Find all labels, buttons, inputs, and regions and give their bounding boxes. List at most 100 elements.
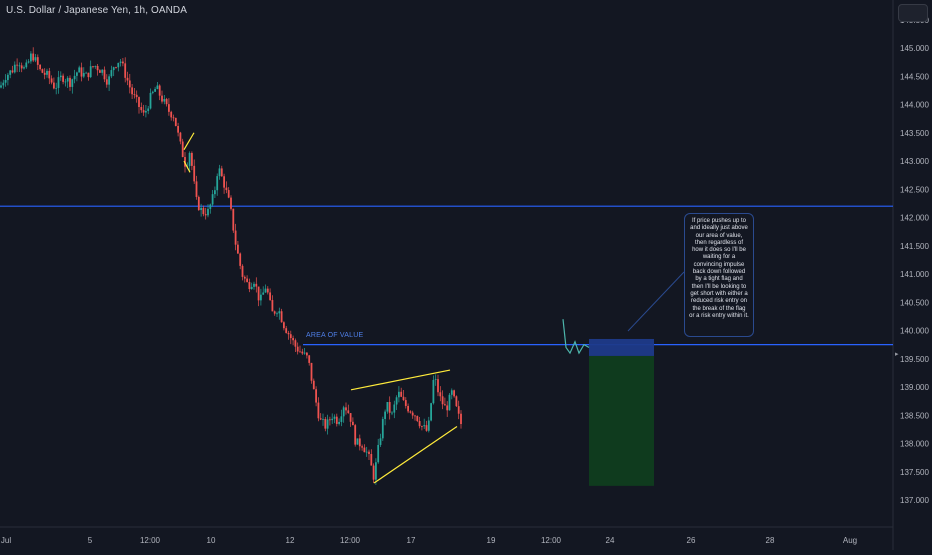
candle-body bbox=[23, 67, 25, 69]
y-tick-label: 143.500 bbox=[900, 129, 929, 138]
candle-body bbox=[216, 176, 219, 191]
candle-body bbox=[416, 415, 419, 421]
candle-body bbox=[441, 396, 444, 405]
candle-body bbox=[0, 85, 2, 88]
candle-body bbox=[296, 346, 299, 352]
candle-body bbox=[250, 286, 253, 290]
x-tick-label: 12:00 bbox=[541, 536, 562, 545]
y-tick-label: 144.000 bbox=[900, 101, 929, 110]
chart-settings-button[interactable] bbox=[898, 4, 928, 22]
callout-note[interactable]: If price pushes up to and ideally just a… bbox=[684, 213, 754, 337]
candle-body bbox=[349, 413, 352, 422]
candle-body bbox=[57, 77, 60, 88]
candle-body bbox=[363, 447, 366, 453]
candle-body bbox=[457, 406, 460, 414]
candle-body bbox=[450, 390, 453, 395]
candle-body bbox=[142, 110, 145, 113]
candle-body bbox=[99, 70, 101, 73]
candle-body bbox=[301, 351, 304, 354]
y-tick-label: 138.500 bbox=[900, 411, 929, 420]
candle-body bbox=[269, 292, 271, 301]
candle-body bbox=[193, 165, 196, 182]
candle-body bbox=[48, 70, 51, 79]
candle-body bbox=[402, 396, 405, 401]
candle-body bbox=[223, 176, 225, 188]
candle-body bbox=[92, 66, 94, 68]
candle-body bbox=[411, 412, 414, 416]
candle-body bbox=[354, 425, 357, 445]
candle-body bbox=[181, 141, 184, 158]
entry-zone bbox=[589, 338, 654, 356]
candle-body bbox=[188, 152, 191, 166]
candle-body bbox=[7, 74, 9, 81]
candle-body bbox=[172, 117, 175, 119]
candle-body bbox=[128, 80, 131, 88]
candle-body bbox=[347, 410, 350, 414]
candle-body bbox=[379, 438, 382, 445]
candle-body bbox=[103, 69, 106, 80]
y-tick-label: 141.000 bbox=[900, 270, 929, 279]
candle-body bbox=[280, 311, 283, 323]
candle-body bbox=[365, 451, 368, 453]
candle-body bbox=[335, 416, 338, 424]
candle-body bbox=[195, 181, 198, 197]
candle-body bbox=[409, 411, 412, 413]
chart-title: U.S. Dollar / Japanese Yen, 1h, OANDA bbox=[6, 5, 188, 16]
candle-body bbox=[292, 338, 294, 341]
candle-body bbox=[197, 196, 200, 211]
candle-body bbox=[289, 334, 292, 339]
candle-body bbox=[303, 352, 306, 354]
candle-body bbox=[248, 281, 251, 290]
y-tick-label: 142.000 bbox=[900, 214, 929, 223]
candle-body bbox=[368, 451, 370, 454]
candle-body bbox=[126, 77, 129, 81]
candle-body bbox=[43, 72, 46, 75]
candle-body bbox=[278, 311, 281, 314]
candle-body bbox=[163, 99, 166, 102]
candle-body bbox=[276, 313, 278, 315]
candle-body bbox=[386, 402, 389, 412]
candle-body bbox=[257, 286, 260, 301]
candle-body bbox=[76, 72, 78, 76]
candle-body bbox=[232, 208, 235, 231]
candle-body bbox=[430, 403, 432, 421]
candle-body bbox=[255, 283, 258, 287]
candle-body bbox=[87, 72, 90, 78]
x-tick-label: 28 bbox=[766, 536, 775, 545]
projection-path bbox=[562, 319, 590, 355]
candle-body bbox=[140, 106, 143, 111]
candle-body bbox=[460, 413, 462, 425]
candle-body bbox=[262, 292, 265, 295]
candle-body bbox=[329, 419, 331, 421]
candle-body bbox=[85, 72, 87, 74]
candle-body bbox=[384, 411, 386, 420]
candle-body bbox=[234, 230, 237, 245]
candle-body bbox=[326, 419, 329, 429]
candle-body bbox=[361, 446, 363, 448]
candle-body bbox=[41, 69, 44, 73]
y-tick-label: 142.500 bbox=[900, 185, 929, 194]
candle-body bbox=[331, 418, 334, 421]
x-tick-label: 26 bbox=[687, 536, 696, 545]
candle-body bbox=[407, 405, 409, 412]
x-tick-label: 17 bbox=[407, 536, 416, 545]
candle-body bbox=[287, 332, 290, 335]
candle-body bbox=[370, 453, 373, 466]
area-of-value-label: AREA OF VALUE bbox=[306, 332, 364, 339]
candle-body bbox=[161, 95, 163, 102]
candle-body bbox=[71, 79, 74, 87]
candle-body bbox=[18, 65, 21, 67]
candle-body bbox=[218, 168, 221, 177]
candle-body bbox=[444, 404, 446, 406]
candle-body bbox=[165, 99, 168, 105]
candle-body bbox=[356, 438, 359, 445]
candle-body bbox=[241, 265, 244, 277]
candle-body bbox=[200, 207, 202, 211]
candle-body bbox=[55, 87, 58, 89]
candle-body bbox=[53, 82, 55, 89]
candle-body bbox=[381, 419, 384, 439]
candle-body bbox=[78, 67, 81, 73]
candle-body bbox=[117, 62, 120, 68]
